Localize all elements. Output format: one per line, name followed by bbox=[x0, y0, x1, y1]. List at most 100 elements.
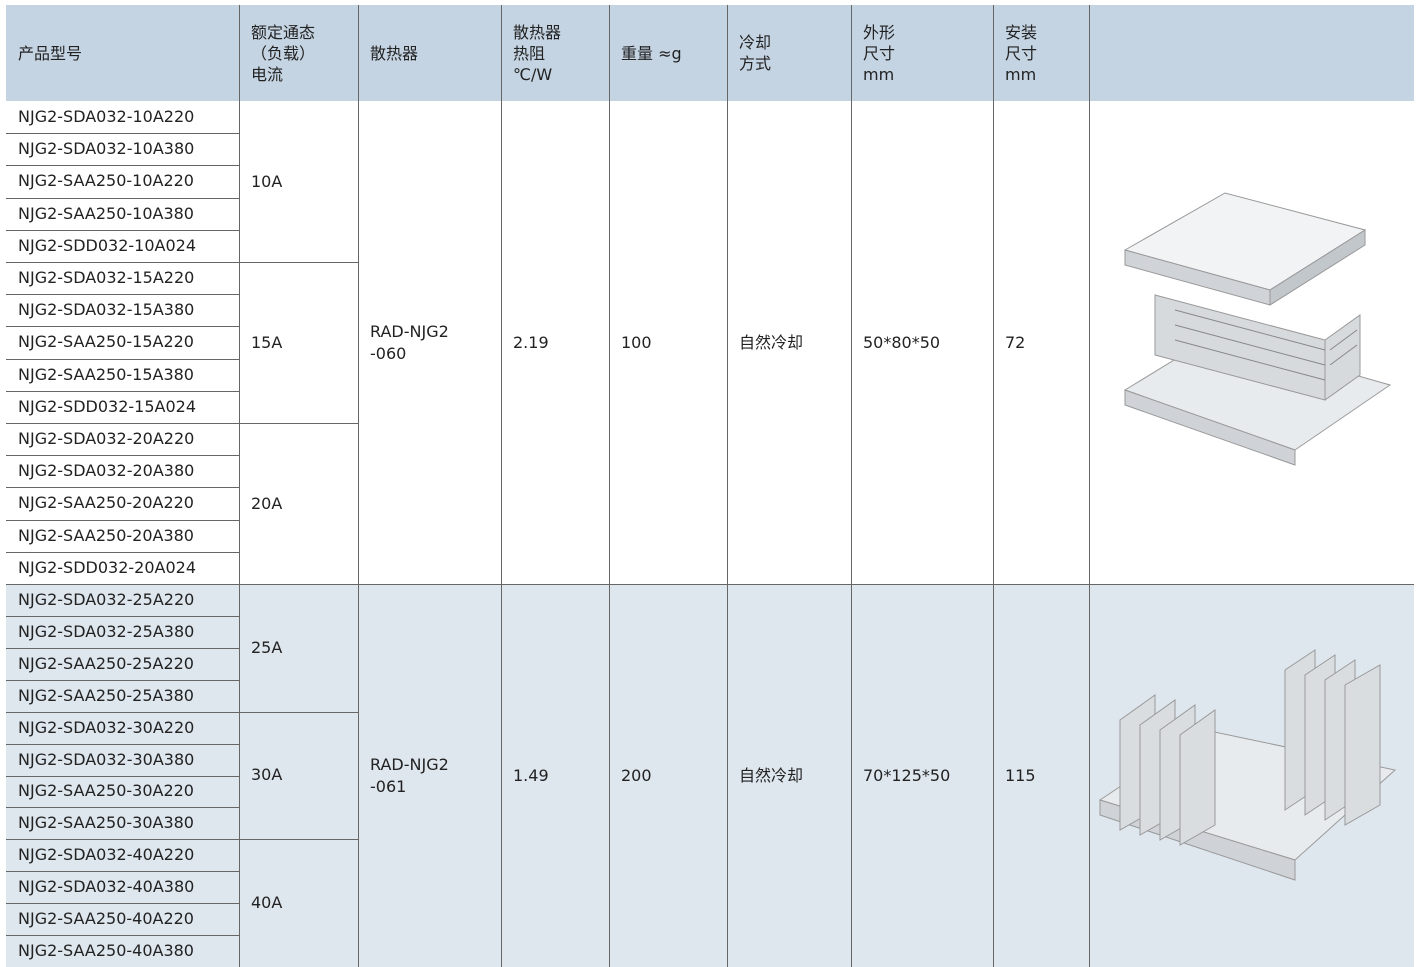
current-cell: 10A bbox=[239, 101, 358, 262]
header-cell: 冷却 方式 bbox=[727, 5, 851, 101]
text: NJG2-SAA250-30A380 bbox=[18, 813, 194, 833]
row-line bbox=[6, 839, 358, 841]
model-cell: NJG2-SAA250-10A380 bbox=[6, 198, 239, 230]
header-cell: 散热器 热阻 ℃/W bbox=[501, 5, 609, 101]
text: NJG2-SDA032-40A380 bbox=[18, 877, 195, 897]
model-cell: NJG2-SDA032-20A220 bbox=[6, 423, 239, 455]
row-line bbox=[6, 775, 239, 777]
text: NJG2-SAA250-40A220 bbox=[18, 909, 194, 929]
heatsink-image bbox=[1123, 192, 1392, 466]
text: -060 bbox=[370, 343, 407, 363]
text: （负载） bbox=[251, 43, 316, 63]
text: NJG2-SDA032-15A380 bbox=[18, 300, 195, 320]
text: 产品型号 bbox=[18, 43, 83, 63]
column-line bbox=[609, 5, 610, 967]
row-line bbox=[6, 294, 239, 296]
cooling-cell: 自然冷却 bbox=[727, 101, 851, 584]
mount-cell: 115 bbox=[993, 584, 1089, 967]
header-cell: 安装 尺寸 mm bbox=[993, 5, 1089, 101]
column-line bbox=[727, 5, 728, 967]
size-cell: 70*125*50 bbox=[851, 584, 993, 967]
model-cell: NJG2-SAA250-20A220 bbox=[6, 487, 239, 519]
text: 50*80*50 bbox=[863, 332, 941, 352]
current-cell: 20A bbox=[239, 423, 358, 584]
row-line bbox=[6, 455, 239, 457]
current-cell: 25A bbox=[239, 584, 358, 712]
text: 200 bbox=[621, 765, 652, 785]
row-line bbox=[6, 262, 358, 263]
text: 电流 bbox=[251, 64, 284, 84]
text: 冷却 bbox=[739, 33, 772, 52]
model-cell: NJG2-SDA032-25A380 bbox=[6, 616, 239, 648]
radiator-cell: RAD-NJG2 -061 bbox=[358, 584, 501, 967]
text: 72 bbox=[1005, 332, 1026, 352]
text: 散热器 bbox=[513, 22, 562, 42]
column-line bbox=[358, 5, 359, 967]
text: NJG2-SDD032-20A024 bbox=[18, 557, 196, 577]
current-cell: 40A bbox=[239, 839, 358, 967]
text: NJG2-SDA032-30A220 bbox=[18, 717, 195, 737]
weight-cell: 100 bbox=[609, 101, 727, 584]
text: 自然冷却 bbox=[739, 765, 804, 785]
text: NJG2-SAA250-30A220 bbox=[18, 781, 194, 801]
model-cell: NJG2-SAA250-25A380 bbox=[6, 680, 239, 712]
text: 重量 ≈g bbox=[621, 43, 682, 63]
text: 尺寸 bbox=[863, 43, 896, 63]
model-cell: NJG2-SDA032-40A380 bbox=[6, 871, 239, 903]
text: 15A bbox=[251, 332, 283, 352]
text: 额定通态 bbox=[251, 22, 316, 42]
model-cell: NJG2-SAA250-30A220 bbox=[6, 776, 239, 808]
weight-cell: 200 bbox=[609, 584, 727, 967]
text: NJG2-SAA250-10A380 bbox=[18, 203, 194, 223]
row-line bbox=[6, 519, 239, 521]
model-cell: NJG2-SDA032-40A220 bbox=[6, 839, 239, 871]
model-cell: NJG2-SAA250-20A380 bbox=[6, 520, 239, 552]
model-cell: NJG2-SDA032-10A220 bbox=[6, 101, 239, 133]
text: NJG2-SAA250-25A220 bbox=[18, 653, 194, 673]
cooling-cell: 自然冷却 bbox=[727, 584, 851, 967]
text: NJG2-SAA250-15A220 bbox=[18, 332, 194, 352]
mount-cell: 72 bbox=[993, 101, 1089, 584]
header-cell: 重量 ≈g bbox=[609, 5, 727, 101]
header-cell: 散热器 bbox=[358, 5, 501, 101]
model-cell: NJG2-SAA250-40A220 bbox=[6, 903, 239, 935]
text: NJG2-SAA250-10A220 bbox=[18, 171, 194, 191]
text: NJG2-SDA032-20A220 bbox=[18, 429, 195, 449]
text: RAD-NJG2 bbox=[370, 321, 449, 341]
text: mm bbox=[863, 64, 895, 84]
row-line bbox=[6, 197, 239, 199]
header-bg bbox=[6, 5, 1414, 101]
column-line bbox=[1089, 5, 1090, 967]
text: 1.49 bbox=[513, 765, 549, 785]
row-line bbox=[6, 165, 239, 167]
row-line bbox=[6, 807, 239, 809]
text: 100 bbox=[621, 332, 652, 352]
column-line bbox=[851, 5, 852, 967]
current-cell: 30A bbox=[239, 712, 358, 840]
text: 30A bbox=[251, 765, 283, 785]
model-cell: NJG2-SAA250-30A380 bbox=[6, 807, 239, 839]
model-cell: NJG2-SDD032-20A024 bbox=[6, 552, 239, 584]
text: 外形 bbox=[863, 22, 896, 42]
text: NJG2-SDA032-10A380 bbox=[18, 139, 195, 159]
row-line bbox=[6, 229, 239, 231]
column-line bbox=[501, 5, 502, 967]
model-cell: NJG2-SAA250-15A220 bbox=[6, 326, 239, 358]
model-cell: NJG2-SDD032-15A024 bbox=[6, 391, 239, 423]
model-cell: NJG2-SDA032-15A380 bbox=[6, 294, 239, 326]
heatsink-image bbox=[1098, 649, 1397, 881]
current-cell: 15A bbox=[239, 262, 358, 423]
model-cell: NJG2-SDA032-20A380 bbox=[6, 455, 239, 487]
text: NJG2-SDA032-20A380 bbox=[18, 461, 195, 481]
header-cell: 产品型号 bbox=[6, 5, 239, 101]
text: 70*125*50 bbox=[863, 765, 951, 785]
text: 散热器 bbox=[370, 43, 419, 63]
resistance-cell: 2.19 bbox=[501, 101, 609, 584]
resistance-cell: 1.49 bbox=[501, 584, 609, 967]
text: 25A bbox=[251, 637, 283, 657]
text: 安装 bbox=[1005, 22, 1038, 42]
model-cell: NJG2-SDD032-10A024 bbox=[6, 230, 239, 262]
text: NJG2-SDA032-10A220 bbox=[18, 107, 195, 127]
text: NJG2-SDA032-40A220 bbox=[18, 845, 195, 865]
